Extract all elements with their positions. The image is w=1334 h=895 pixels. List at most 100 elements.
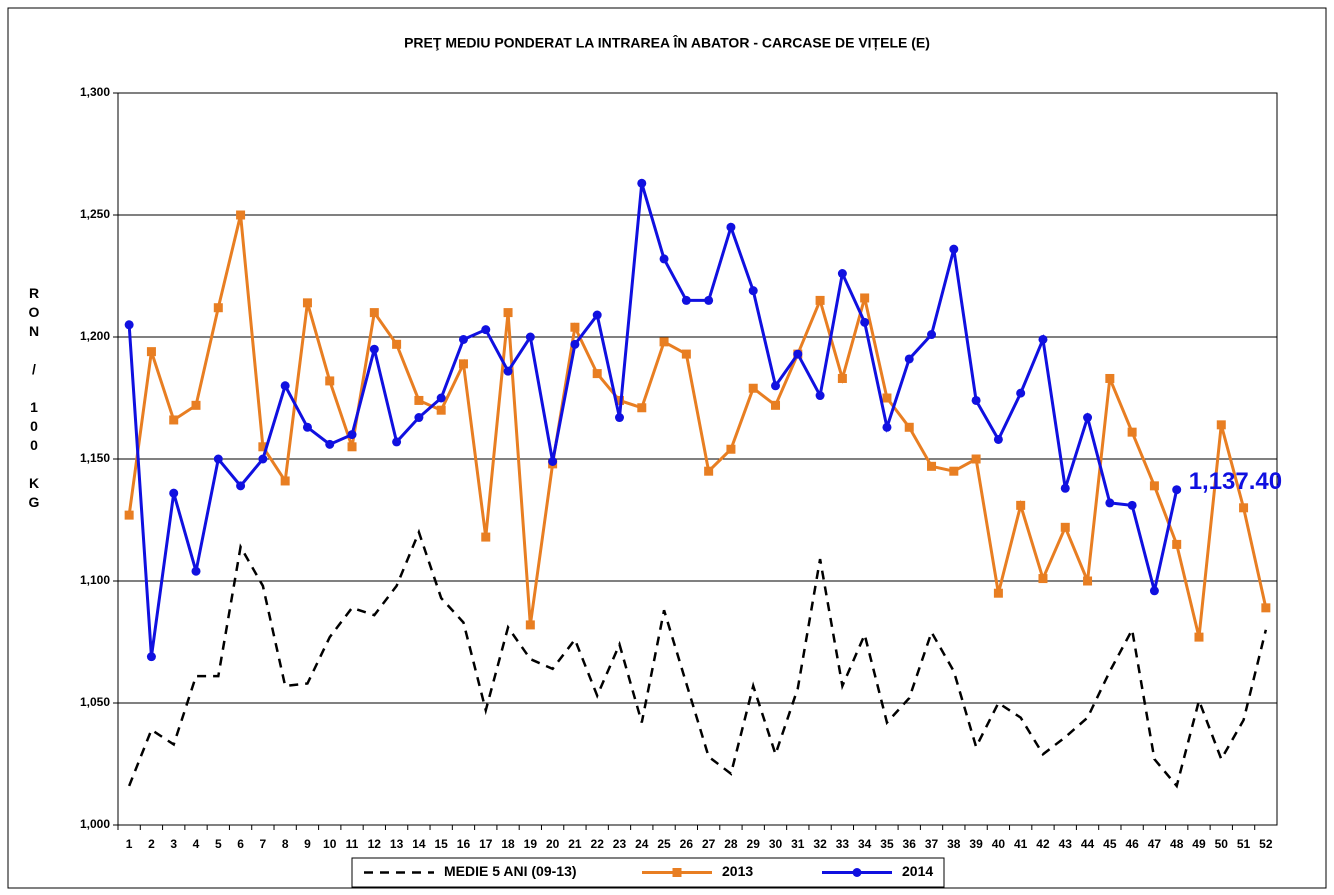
x-tick-label: 19 bbox=[524, 837, 538, 851]
data-point bbox=[793, 349, 803, 359]
x-tick-label: 34 bbox=[858, 837, 872, 851]
data-point bbox=[1038, 574, 1048, 584]
x-tick-label: 5 bbox=[215, 837, 222, 851]
data-point bbox=[191, 400, 201, 410]
chart-border bbox=[7, 7, 1327, 889]
x-tick-label: 41 bbox=[1014, 837, 1028, 851]
x-tick-label: 39 bbox=[969, 837, 983, 851]
data-point bbox=[949, 244, 959, 254]
legend-marker bbox=[852, 868, 862, 877]
x-tick-label: 35 bbox=[880, 837, 894, 851]
data-point bbox=[570, 322, 580, 332]
data-point bbox=[993, 588, 1003, 598]
x-tick-label: 7 bbox=[260, 837, 267, 851]
data-point bbox=[927, 461, 937, 471]
data-point bbox=[882, 393, 892, 403]
data-point bbox=[1105, 373, 1115, 383]
data-point bbox=[236, 481, 246, 491]
y-tick-label: 1,000 bbox=[80, 817, 110, 831]
data-point bbox=[213, 303, 223, 313]
x-tick-label: 6 bbox=[237, 837, 244, 851]
data-point bbox=[726, 444, 736, 454]
x-tick-label: 25 bbox=[657, 837, 671, 851]
data-point bbox=[681, 295, 691, 305]
data-point bbox=[704, 295, 714, 305]
data-point bbox=[1060, 483, 1070, 493]
data-point bbox=[1172, 539, 1182, 549]
data-point bbox=[169, 415, 179, 425]
data-point bbox=[771, 400, 781, 410]
y-tick-label: 1,300 bbox=[80, 85, 110, 99]
x-tick-label: 52 bbox=[1259, 837, 1273, 851]
x-tick-label: 47 bbox=[1148, 837, 1162, 851]
series-line bbox=[127, 214, 1268, 638]
x-tick-label: 22 bbox=[591, 837, 605, 851]
data-point bbox=[1172, 485, 1182, 495]
data-point bbox=[1149, 481, 1159, 491]
x-tick-label: 48 bbox=[1170, 837, 1184, 851]
x-tick-label: 42 bbox=[1036, 837, 1050, 851]
data-point bbox=[458, 334, 468, 344]
data-point bbox=[592, 369, 602, 379]
data-point bbox=[169, 488, 179, 498]
data-point bbox=[1216, 420, 1226, 430]
x-tick-label: 4 bbox=[193, 837, 200, 851]
data-point bbox=[392, 437, 402, 447]
x-tick-label: 37 bbox=[925, 837, 939, 851]
data-point bbox=[837, 269, 847, 279]
data-point bbox=[949, 466, 959, 476]
data-point bbox=[904, 422, 914, 432]
x-tick-label: 14 bbox=[412, 837, 426, 851]
x-tick-label: 24 bbox=[635, 837, 649, 851]
x-tick-label: 23 bbox=[613, 837, 627, 851]
series-line bbox=[127, 182, 1179, 657]
data-point bbox=[882, 422, 892, 432]
data-point bbox=[971, 395, 981, 405]
data-point bbox=[1083, 576, 1093, 586]
value-label: 1,137.40 bbox=[1189, 468, 1282, 495]
data-point bbox=[704, 466, 714, 476]
data-point bbox=[1127, 500, 1137, 510]
data-point bbox=[258, 442, 268, 452]
data-point bbox=[927, 330, 937, 340]
y-axis-label: RON / 100 KG bbox=[26, 285, 42, 513]
data-point bbox=[570, 339, 580, 349]
y-tick-label: 1,150 bbox=[80, 451, 110, 465]
x-tick-label: 17 bbox=[479, 837, 493, 851]
x-tick-label: 11 bbox=[346, 837, 359, 851]
data-point bbox=[280, 476, 290, 486]
legend-label: 2014 bbox=[902, 863, 933, 879]
chart-title: PREŢ MEDIU PONDERAT LA INTRAREA ÎN ABATO… bbox=[404, 34, 930, 51]
data-point bbox=[1083, 413, 1093, 423]
data-point bbox=[726, 222, 736, 232]
y-tick-label: 1,100 bbox=[80, 573, 110, 587]
data-point bbox=[302, 298, 312, 308]
x-tick-label: 3 bbox=[170, 837, 177, 851]
data-point bbox=[592, 310, 602, 320]
x-tick-label: 2 bbox=[148, 837, 155, 851]
data-point bbox=[993, 434, 1003, 444]
x-tick-label: 40 bbox=[992, 837, 1006, 851]
data-point bbox=[481, 325, 491, 335]
legend-label: MEDIE 5 ANI (09-13) bbox=[444, 863, 577, 879]
x-tick-label: 10 bbox=[323, 837, 337, 851]
x-tick-label: 50 bbox=[1215, 837, 1229, 851]
data-point bbox=[637, 178, 647, 188]
data-point bbox=[971, 454, 981, 464]
x-tick-label: 20 bbox=[546, 837, 560, 851]
data-point bbox=[503, 308, 513, 318]
data-point bbox=[771, 381, 781, 391]
x-tick-label: 21 bbox=[568, 837, 582, 851]
data-point bbox=[860, 293, 870, 303]
legend-marker bbox=[672, 868, 682, 877]
y-tick-label: 1,250 bbox=[80, 207, 110, 221]
x-tick-label: 12 bbox=[368, 837, 382, 851]
x-tick-label: 32 bbox=[813, 837, 827, 851]
data-point bbox=[525, 332, 535, 342]
data-point bbox=[347, 430, 357, 440]
data-point bbox=[414, 413, 424, 423]
x-tick-label: 1 bbox=[126, 837, 133, 851]
data-point bbox=[1149, 586, 1159, 596]
